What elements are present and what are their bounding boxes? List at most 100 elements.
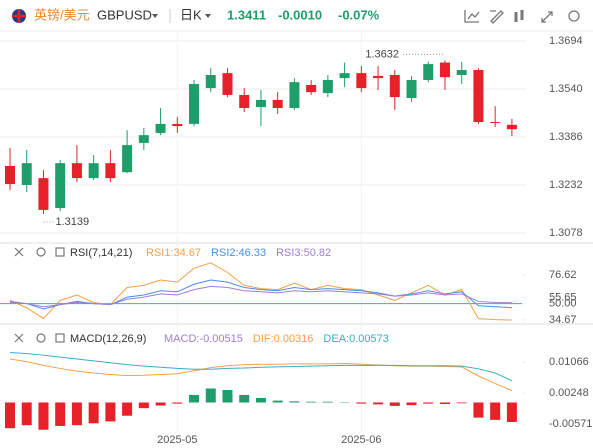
histogram-bar — [189, 394, 200, 403]
settings-icon[interactable] — [36, 247, 46, 257]
legend-entry: MACD:-0.00515 — [164, 333, 243, 345]
dropdown-arrow — [152, 14, 158, 18]
y-tick-label: 76.62 — [549, 269, 577, 281]
y-tick-label: 0.00248 — [549, 387, 589, 399]
candle-body — [356, 73, 367, 89]
candle-body — [138, 135, 149, 143]
histogram-bar — [456, 402, 467, 404]
histogram-bar — [389, 402, 400, 406]
indicator-title: RSI(7,14,21) — [70, 247, 132, 259]
legend-entry: RSI1:34.67 — [146, 247, 201, 259]
legend-entry: DIF:0.00316 — [253, 333, 314, 345]
candle-body — [55, 163, 66, 209]
candle-body — [439, 62, 450, 78]
candle-body — [122, 145, 133, 173]
pair-name: 英镑/美元 — [34, 7, 90, 22]
period[interactable]: 日K — [180, 7, 202, 22]
legend-entry: DEA:0.00573 — [323, 333, 388, 345]
candle-body — [38, 178, 49, 210]
candle-body — [189, 84, 200, 124]
y-tick-label: 1.3232 — [549, 179, 583, 191]
histogram-bar — [138, 402, 149, 409]
dropdown-arrow — [205, 14, 211, 18]
histogram-bar — [373, 402, 384, 405]
histogram-bar — [439, 402, 450, 404]
expand-icon[interactable] — [55, 333, 65, 343]
indicator-line — [9, 262, 512, 321]
histogram-bar — [71, 402, 82, 426]
histogram-bar — [21, 402, 32, 426]
change-pct: -0.07% — [338, 7, 380, 22]
price: 1.3411 — [227, 7, 266, 22]
candle-body — [172, 123, 183, 127]
histogram-bar — [406, 402, 417, 406]
histogram-bar — [155, 402, 166, 406]
candle-body — [71, 163, 82, 179]
candle-body — [339, 73, 350, 79]
indicator-line — [9, 358, 513, 391]
histogram-bar — [255, 397, 266, 403]
draw-button[interactable] — [490, 10, 504, 24]
x-tick-label: 2025-05 — [157, 434, 197, 446]
histogram-bar — [322, 401, 333, 403]
legend-entry: RSI3:50.82 — [276, 247, 331, 259]
y-tick-label: 1.3540 — [549, 83, 583, 95]
histogram-bar — [105, 402, 116, 422]
close-icon[interactable] — [14, 333, 24, 343]
histogram-bar — [473, 402, 484, 418]
candle-body — [506, 124, 517, 130]
candle-body — [423, 64, 434, 80]
candle-body — [406, 79, 417, 99]
histogram-bar — [222, 390, 233, 403]
histogram-bar — [122, 402, 133, 416]
histogram-bar — [423, 402, 434, 404]
close-icon[interactable] — [14, 247, 24, 257]
settings-icon[interactable] — [36, 333, 46, 343]
y-tick-label: 1.3078 — [549, 227, 583, 239]
high-annotation: 1.3632 — [365, 48, 399, 60]
histogram-bar — [289, 401, 300, 403]
y-tick-label: 55.65 — [549, 291, 577, 303]
candle-body — [306, 84, 317, 93]
histogram-bar — [88, 402, 99, 424]
histogram-bar — [172, 402, 183, 404]
histogram-bar — [490, 402, 501, 420]
x-tick-label: 2025-06 — [341, 434, 381, 446]
low-annotation: 1.3139 — [55, 216, 89, 228]
candle-body — [473, 70, 484, 123]
change: -0.0010 — [278, 7, 322, 22]
histogram-bar — [356, 402, 367, 404]
indicator-button[interactable] — [514, 10, 524, 22]
y-tick-label: 0.01066 — [549, 356, 589, 368]
candle-body — [289, 82, 300, 109]
candle-body — [322, 79, 333, 94]
settings-button[interactable] — [568, 10, 580, 22]
symbol[interactable]: GBPUSD — [97, 7, 152, 22]
indicator-line — [9, 352, 513, 382]
histogram-bar — [239, 394, 250, 403]
y-tick-label: 34.67 — [549, 314, 577, 326]
histogram-bar — [272, 400, 283, 403]
candle-body — [155, 123, 166, 133]
fullscreen-button[interactable] — [541, 11, 553, 23]
histogram-bar — [38, 402, 49, 430]
legend-entry: RSI2:46.33 — [211, 247, 266, 259]
candle-body — [222, 73, 233, 95]
indicator-title: MACD(12,26,9) — [70, 333, 146, 345]
candle-body — [105, 163, 116, 179]
histogram-bar — [506, 402, 517, 422]
candle-body — [490, 122, 501, 124]
y-tick-label: 1.3386 — [549, 131, 583, 143]
candle-body — [389, 74, 400, 98]
indicator-line — [9, 285, 512, 308]
candle-body — [88, 163, 99, 179]
indicator-line — [9, 279, 512, 310]
candle-body — [239, 94, 250, 109]
chart-type-button[interactable] — [464, 10, 480, 23]
candle-body — [456, 70, 467, 75]
header: 英镑/美元 GBPUSD 日K 1.3411 -0.0010 -0.07% — [12, 7, 580, 24]
candle-body — [272, 99, 283, 109]
expand-icon[interactable] — [55, 247, 65, 257]
candle-body — [5, 165, 15, 185]
